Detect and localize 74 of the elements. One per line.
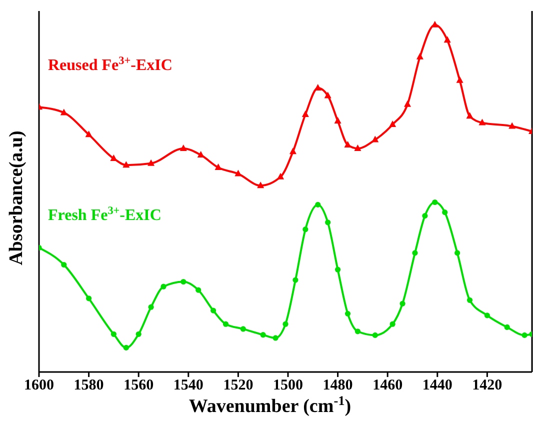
point: [390, 321, 396, 327]
point: [61, 262, 67, 268]
series-label: Fresh Fe$^{3+}$-ExIC: [48, 205, 162, 224]
point: [302, 226, 308, 232]
point: [456, 76, 464, 83]
point: [196, 287, 202, 293]
point: [148, 159, 155, 166]
x-tick-label: 1520: [223, 378, 254, 394]
x-tick-label: 1560: [124, 378, 154, 394]
point: [277, 172, 284, 180]
point: [334, 266, 341, 272]
point: [197, 151, 204, 158]
x-tick-label: 1500: [272, 378, 303, 394]
point: [136, 331, 142, 337]
point: [354, 144, 362, 151]
point: [234, 170, 242, 176]
x-axis-title: Wavenumber (cm$^{-1}$): [188, 392, 352, 417]
point: [432, 199, 438, 206]
point: [210, 308, 216, 314]
point: [484, 312, 490, 318]
point: [60, 108, 68, 116]
point: [325, 220, 331, 226]
point: [412, 250, 418, 256]
point: [400, 300, 406, 306]
point: [344, 140, 352, 148]
point: [282, 321, 288, 327]
point: [302, 110, 309, 117]
point: [404, 100, 412, 107]
x-tick-label: 1480: [322, 378, 353, 394]
point: [504, 324, 510, 330]
point: [110, 154, 118, 162]
point: [122, 161, 130, 168]
point: [123, 344, 129, 350]
point: [454, 250, 460, 256]
point: [272, 335, 278, 341]
point: [522, 332, 528, 338]
point: [372, 332, 378, 338]
point: [85, 130, 92, 138]
point: [110, 331, 116, 337]
point: [444, 36, 451, 43]
point: [389, 120, 396, 128]
series-label: Reused Fe$^{3+}$-ExIC: [48, 55, 172, 74]
point: [334, 117, 342, 124]
point: [442, 210, 448, 216]
x-tick-label: 1540: [173, 378, 204, 394]
point: [292, 277, 298, 283]
point: [148, 304, 154, 310]
point: [160, 284, 166, 290]
point: [422, 213, 428, 219]
y-axis-title: Absorbance(a.u): [6, 130, 27, 266]
point: [315, 202, 321, 208]
x-tick-label: 1580: [74, 378, 104, 394]
point: [508, 122, 516, 129]
point: [86, 296, 92, 302]
point: [260, 332, 266, 338]
point: [289, 148, 296, 154]
point: [344, 310, 351, 316]
point: [324, 92, 332, 98]
x-tick-label: 1600: [24, 378, 54, 394]
point: [478, 118, 486, 126]
point: [372, 136, 379, 142]
point: [180, 144, 187, 151]
point: [222, 321, 229, 327]
point: [466, 297, 473, 303]
point: [466, 112, 474, 119]
point: [214, 164, 222, 170]
x-tick-label: 1420: [472, 378, 502, 394]
point: [416, 52, 424, 60]
point: [180, 278, 186, 285]
point: [257, 182, 264, 188]
point: [354, 328, 361, 334]
x-tick-label: 1440: [422, 378, 452, 394]
x-tick-label: 1460: [372, 378, 403, 394]
point: [240, 326, 246, 332]
